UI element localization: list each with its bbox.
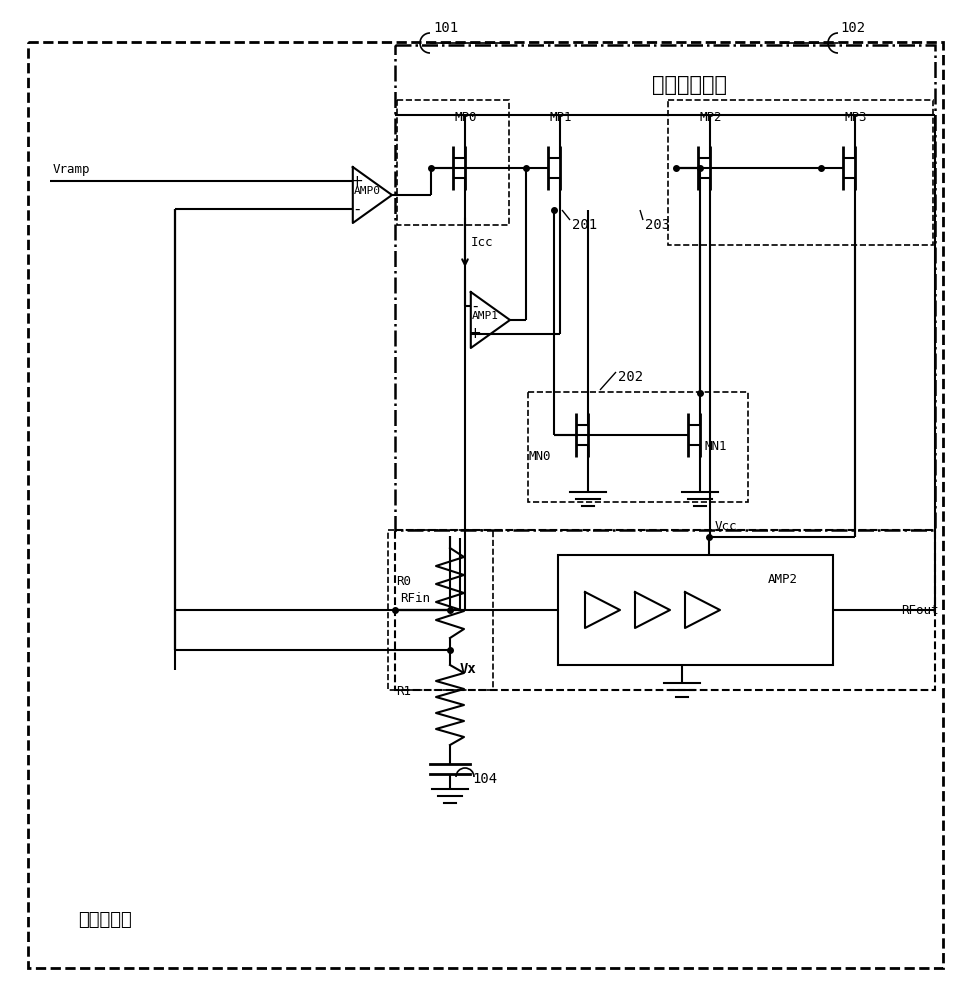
Text: AMP2: AMP2 (768, 573, 798, 586)
Text: +: + (469, 326, 482, 342)
Text: R0: R0 (396, 575, 411, 588)
Text: -: - (472, 298, 478, 314)
Text: Vramp: Vramp (53, 163, 90, 176)
Bar (558, 555, 833, 665)
Bar (388, 530, 493, 690)
Bar (528, 392, 748, 502)
Text: -: - (355, 202, 359, 217)
Bar (668, 100, 933, 245)
Bar (395, 45, 935, 530)
Text: MN1: MN1 (705, 440, 728, 453)
Text: 203: 203 (645, 218, 671, 232)
Text: 202: 202 (618, 370, 643, 384)
Text: 201: 201 (572, 218, 597, 232)
Text: RFout: RFout (901, 603, 939, 616)
Text: Vx: Vx (460, 662, 477, 676)
Bar (397, 100, 509, 225)
Text: AMP1: AMP1 (471, 311, 498, 321)
Bar (395, 530, 935, 690)
Text: Vcc: Vcc (714, 520, 736, 533)
Text: MN0: MN0 (528, 450, 551, 463)
Text: MP0: MP0 (455, 111, 478, 124)
Text: 102: 102 (840, 21, 865, 35)
Text: MP1: MP1 (550, 111, 573, 124)
Text: 电流采样模块: 电流采样模块 (652, 75, 728, 95)
Text: 104: 104 (472, 772, 497, 786)
Text: MP3: MP3 (845, 111, 867, 124)
Text: 101: 101 (433, 21, 458, 35)
Text: 功率控制器: 功率控制器 (78, 911, 132, 929)
Text: +: + (351, 174, 363, 188)
Text: Icc: Icc (471, 236, 493, 249)
Text: RFin: RFin (400, 592, 430, 605)
Text: AMP0: AMP0 (354, 186, 380, 196)
Text: R1: R1 (396, 685, 411, 698)
Text: MP2: MP2 (700, 111, 723, 124)
